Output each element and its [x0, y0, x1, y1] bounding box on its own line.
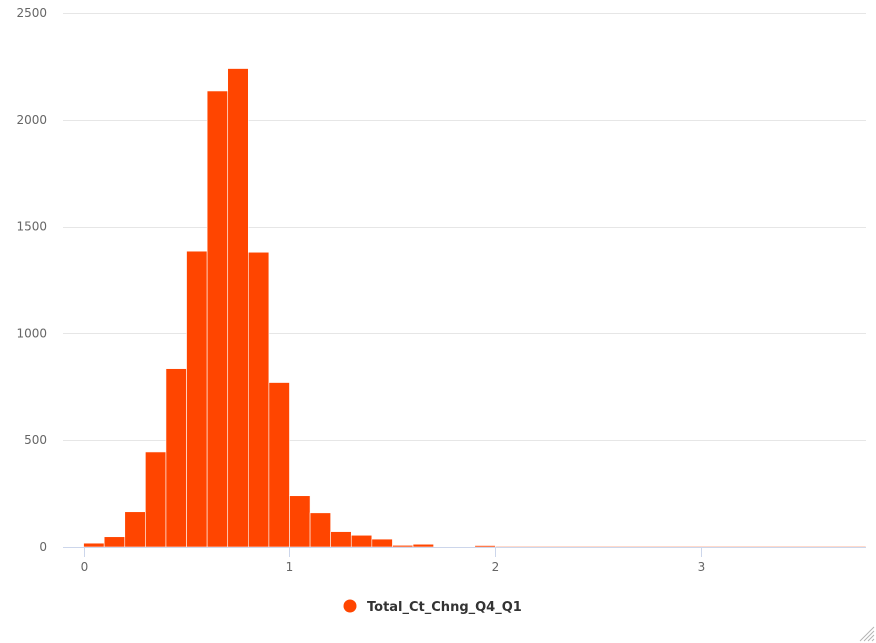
- histogram-bar[interactable]: [268, 382, 290, 548]
- histogram-bar[interactable]: [206, 90, 229, 548]
- bars: [83, 68, 867, 548]
- histogram-bar[interactable]: [495, 545, 867, 548]
- histogram-bar[interactable]: [124, 511, 146, 548]
- histogram-bar[interactable]: [350, 534, 373, 548]
- histogram-bar[interactable]: [289, 495, 311, 548]
- histogram-bar[interactable]: [165, 368, 187, 548]
- y-tick-label: 1000: [16, 326, 47, 340]
- legend-label: Total_Ct_Chng_Q4_Q1: [367, 600, 522, 615]
- legend-marker-icon: [343, 599, 357, 613]
- x-tick-label: 0: [81, 560, 89, 574]
- legend[interactable]: Total_Ct_Chng_Q4_Q1: [343, 599, 522, 616]
- histogram-bar[interactable]: [248, 251, 270, 548]
- histogram-bar[interactable]: [186, 250, 208, 548]
- histogram-bar[interactable]: [227, 68, 249, 548]
- histogram-bar[interactable]: [330, 531, 352, 548]
- x-tick-label: 2: [492, 560, 500, 574]
- gridlines: 0 500 1000 1500 2000 2500: [16, 6, 866, 554]
- histogram-bar[interactable]: [474, 545, 496, 548]
- histogram-bar[interactable]: [309, 512, 331, 548]
- y-tick-label: 500: [24, 433, 47, 447]
- histogram-bar[interactable]: [392, 544, 414, 548]
- axes: 0 1 2 3: [63, 547, 866, 574]
- resize-grip-icon[interactable]: [859, 626, 875, 642]
- x-tick-label: 3: [698, 560, 706, 574]
- histogram-bar[interactable]: [412, 543, 434, 548]
- histogram-bar[interactable]: [103, 536, 126, 548]
- y-tick-label: 2000: [16, 113, 47, 127]
- y-tick-label: 1500: [16, 220, 47, 234]
- histogram-bar[interactable]: [371, 538, 393, 548]
- histogram-bar[interactable]: [145, 451, 167, 548]
- histogram-bar[interactable]: [83, 542, 105, 548]
- y-tick-label: 2500: [16, 6, 47, 20]
- y-tick-label: 0: [39, 540, 47, 554]
- x-tick-label: 1: [286, 560, 294, 574]
